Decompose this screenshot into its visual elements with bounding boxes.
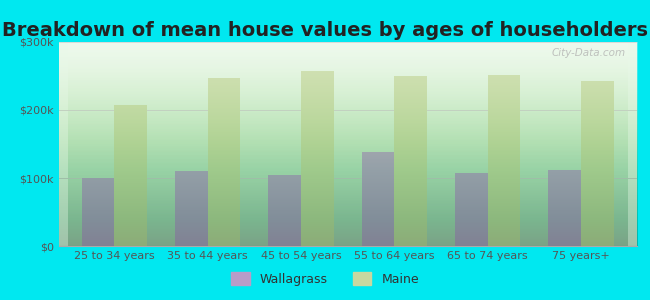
Bar	[395, 76, 427, 246]
Legend: Wallagrass, Maine: Wallagrass, Maine	[226, 267, 424, 291]
Bar	[362, 152, 395, 246]
Bar	[82, 178, 114, 246]
Bar	[114, 105, 147, 246]
Text: Breakdown of mean house values by ages of householders: Breakdown of mean house values by ages o…	[2, 21, 648, 40]
Bar	[488, 75, 521, 246]
Bar	[549, 170, 581, 246]
Bar	[268, 175, 301, 246]
Bar	[581, 81, 614, 246]
Bar	[175, 171, 208, 246]
Bar	[455, 172, 488, 246]
Bar	[208, 78, 240, 246]
Bar	[301, 70, 333, 246]
Text: City-Data.com: City-Data.com	[551, 48, 625, 58]
